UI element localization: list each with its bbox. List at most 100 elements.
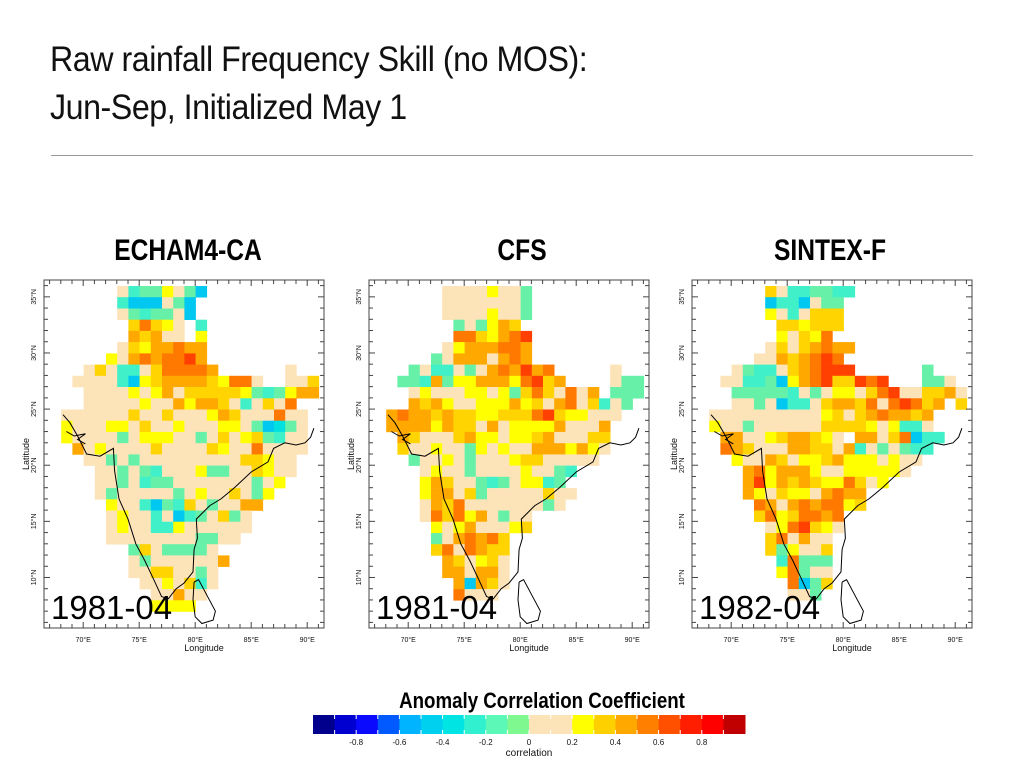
grid-cell	[520, 521, 533, 534]
grid-cell	[475, 544, 488, 556]
grid-cell	[162, 319, 174, 332]
x-axis-label: Longitude	[184, 643, 224, 653]
grid-cell	[274, 454, 286, 466]
grid-cell	[832, 387, 844, 399]
grid-cell	[150, 409, 163, 421]
grid-cell	[431, 510, 443, 522]
grid-cell	[229, 420, 241, 433]
grid-cell	[117, 521, 129, 534]
grid-cell	[520, 465, 533, 478]
grid-cell	[520, 476, 533, 489]
grid-cell	[787, 330, 800, 343]
grid-cell	[94, 409, 107, 421]
grid-cell	[139, 521, 152, 534]
grid-cell	[787, 375, 800, 388]
grid-cell	[798, 454, 811, 466]
grid-cell	[821, 577, 833, 590]
grid-cell	[498, 330, 510, 343]
grid-cell	[218, 510, 230, 522]
y-tick-label: 25°N	[30, 401, 38, 417]
grid-cell	[184, 353, 196, 365]
grid-cell	[754, 488, 766, 500]
grid-cell	[162, 533, 174, 545]
grid-cell	[832, 443, 844, 455]
colorbar-tick-label: 0.8	[696, 738, 708, 747]
grid-cell	[742, 431, 755, 444]
grid-cell	[843, 286, 856, 298]
grid-cell	[531, 387, 544, 399]
grid-cell	[810, 308, 822, 320]
grid-cell	[117, 488, 129, 500]
grid-cell	[922, 387, 934, 399]
grid-cell	[408, 364, 421, 377]
colorbar-bin	[723, 715, 746, 734]
grid-cell	[854, 387, 867, 399]
grid-cell	[509, 431, 521, 444]
grid-cell	[866, 387, 878, 399]
grid-cell	[765, 375, 777, 388]
grid-cell	[832, 420, 844, 433]
grid-cell	[599, 431, 611, 444]
grid-cell	[487, 589, 499, 601]
grid-cell	[709, 409, 721, 421]
grid-cell	[554, 499, 566, 511]
grid-cell	[565, 409, 577, 421]
grid-cell	[195, 555, 208, 567]
grid-cell	[206, 577, 219, 590]
x-tick-label: 90°E	[948, 636, 964, 644]
grid-cell	[464, 589, 477, 601]
grid-cell	[195, 533, 208, 545]
grid-cell	[487, 319, 499, 332]
grid-cell	[72, 375, 84, 388]
grid-cell	[520, 308, 533, 320]
grid-cell	[475, 589, 488, 601]
grid-cell	[475, 454, 488, 466]
grid-cell	[442, 443, 454, 455]
grid-cell	[520, 342, 533, 354]
grid-cell	[106, 476, 118, 489]
grid-cell	[765, 476, 777, 489]
grid-cell	[162, 286, 174, 298]
grid-cell	[173, 330, 185, 343]
grid-cell	[621, 398, 633, 410]
grid-cell	[453, 465, 465, 478]
grid-cell	[742, 476, 755, 489]
grid-cell	[431, 409, 443, 421]
grid-cell	[854, 465, 867, 478]
grid-cell	[285, 398, 297, 410]
grid-cell	[498, 319, 510, 332]
grid-cell	[910, 409, 923, 421]
grid-cell	[139, 353, 152, 365]
grid-cell	[173, 443, 185, 455]
y-tick-label: 25°N	[678, 401, 686, 417]
grid-cell	[150, 398, 163, 410]
grid-cell	[262, 398, 275, 410]
grid-cell	[128, 521, 140, 534]
grid-cell	[106, 510, 118, 522]
grid-cell	[910, 398, 923, 410]
grid-cell	[765, 431, 777, 444]
grid-cell	[731, 454, 744, 466]
grid-cell	[218, 387, 230, 399]
grid-cell	[554, 375, 566, 388]
grid-cell	[195, 330, 208, 343]
grid-cell	[776, 308, 788, 320]
grid-cell	[184, 555, 196, 567]
grid-cell	[195, 544, 208, 556]
grid-cell	[720, 420, 732, 433]
grid-cell	[866, 431, 878, 444]
grid-cell	[498, 465, 510, 478]
grid-cell	[843, 488, 856, 500]
grid-cell	[554, 443, 566, 455]
grid-cell	[765, 364, 777, 377]
grid-cell	[195, 387, 208, 399]
colorbar-bin	[680, 715, 703, 734]
grid-cell	[195, 589, 208, 601]
grid-cell	[810, 499, 822, 511]
grid-cell	[442, 476, 454, 489]
grid-cell	[128, 353, 140, 365]
grid-cell	[509, 308, 521, 320]
grid-cell	[933, 398, 945, 410]
grid-cell	[498, 342, 510, 354]
grid-cell	[866, 454, 878, 466]
